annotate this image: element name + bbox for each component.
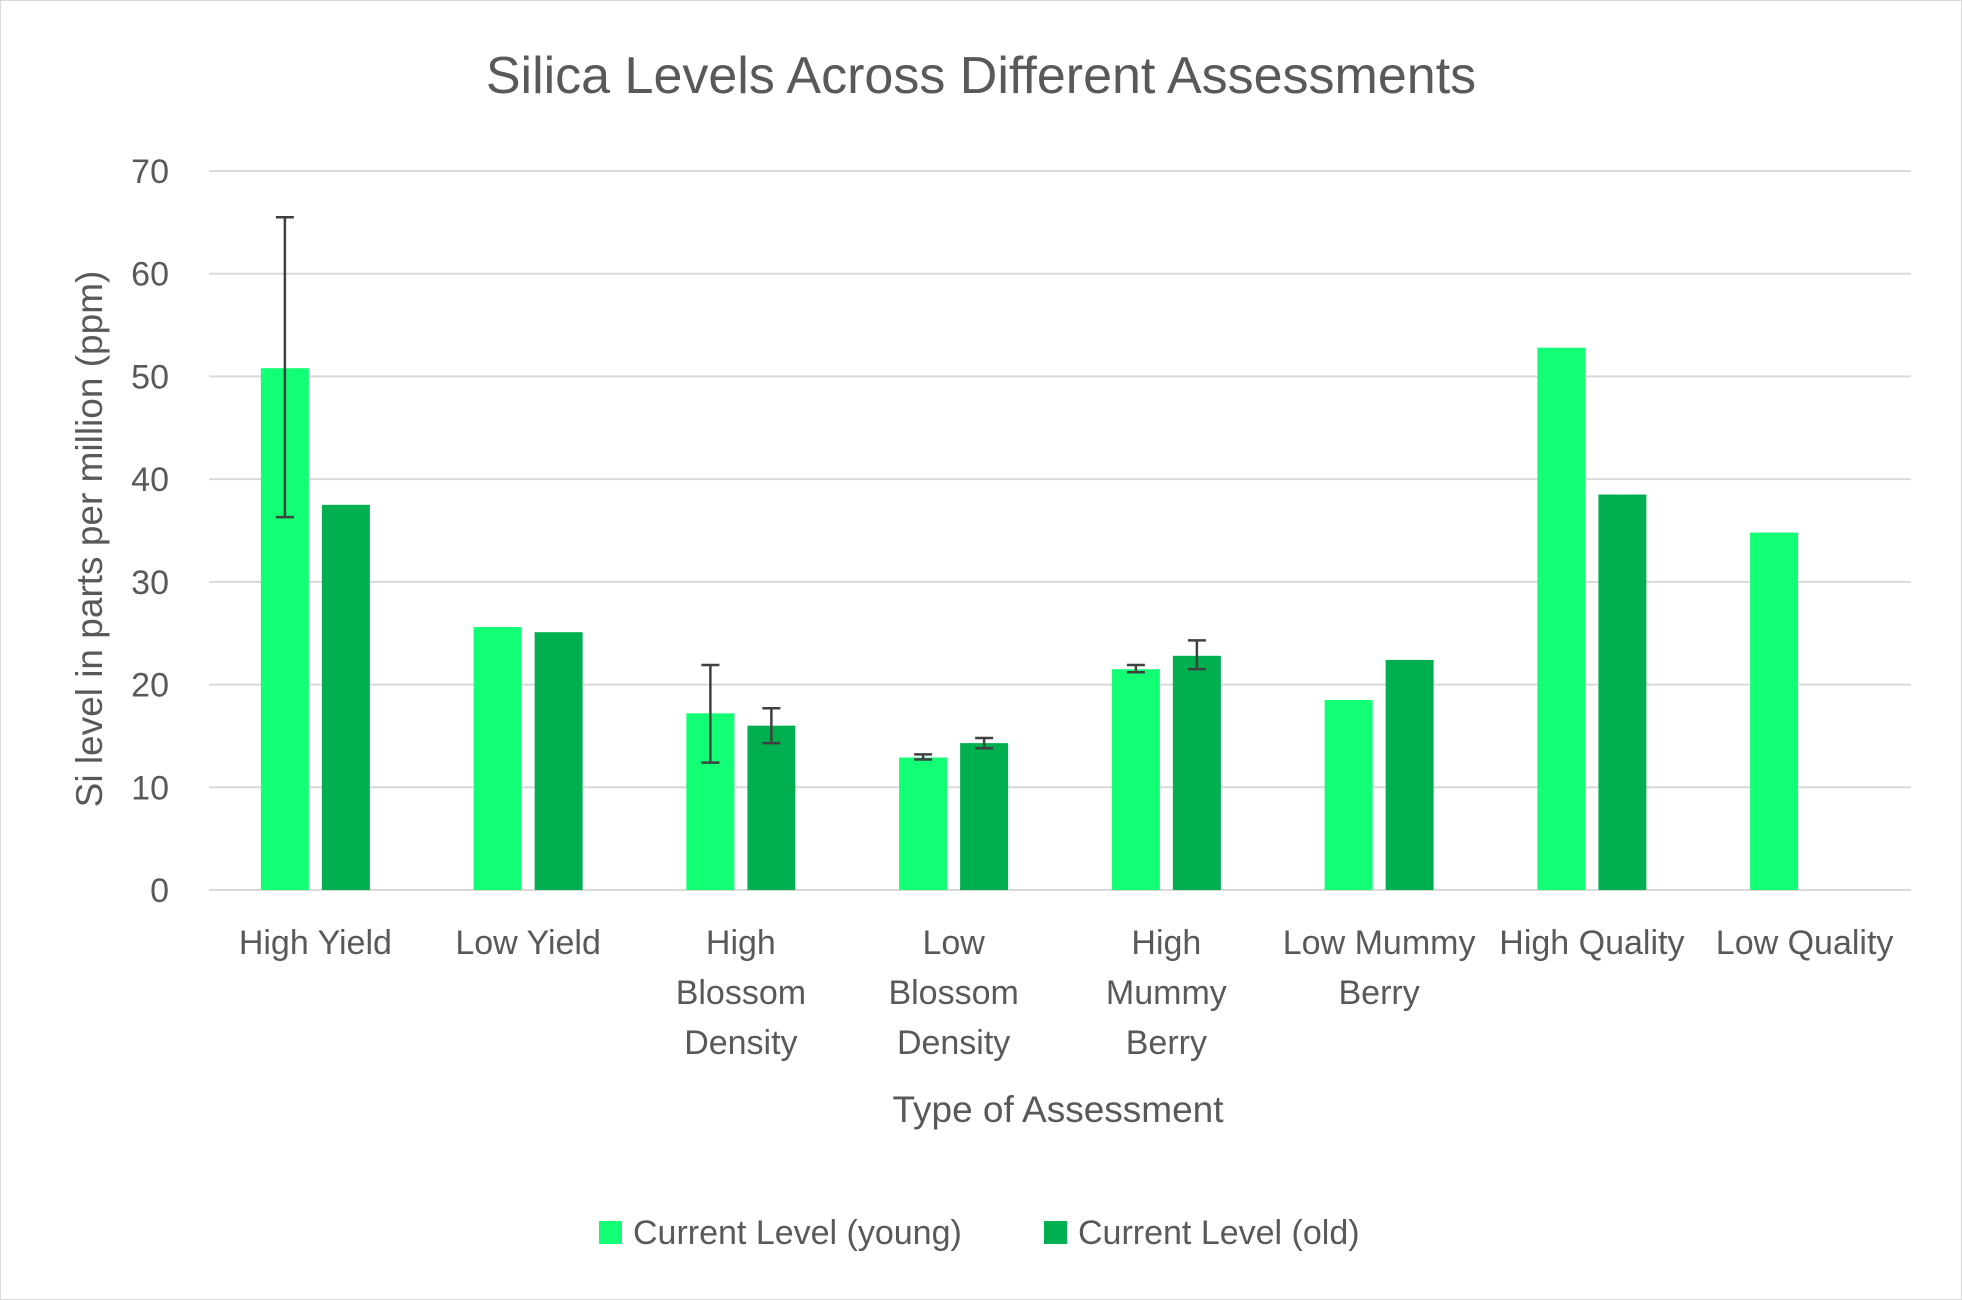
error-bar (1187, 639, 1206, 671)
x-category-label: Low Quality (1716, 924, 1894, 962)
bar (1172, 655, 1221, 890)
y-tick-label: 10 (131, 769, 169, 807)
y-tick-label: 70 (131, 153, 169, 191)
bar (1385, 659, 1434, 890)
y-tick-label: 60 (131, 256, 169, 294)
x-category-label: Low Mummy (1283, 924, 1476, 962)
x-category-label: Blossom (888, 974, 1018, 1012)
error-bar (275, 215, 294, 519)
chart-title: Silica Levels Across Different Assessmen… (486, 47, 1476, 105)
y-axis-ticks: 0 10 20 30 40 50 60 70 (131, 153, 169, 910)
error-bar (701, 663, 720, 764)
y-tick-label: 0 (150, 872, 169, 910)
y-tick-label: 30 (131, 564, 169, 602)
gridlines (209, 170, 1911, 891)
x-category-label: Low (922, 924, 985, 962)
legend-swatch (599, 1221, 622, 1244)
bar (1537, 347, 1586, 890)
x-category-label: Density (897, 1024, 1010, 1062)
legend: Current Level (young) Current Level (old) (599, 1214, 1360, 1252)
bar (960, 743, 1009, 890)
error-bars (275, 215, 1206, 764)
y-axis-title: Si level in parts per million (ppm) (69, 271, 110, 808)
x-axis-title: Type of Assessment (892, 1089, 1224, 1130)
x-category-label: Berry (1126, 1024, 1207, 1062)
bar (899, 757, 948, 890)
bars (260, 347, 1799, 890)
error-bar (914, 753, 933, 761)
bar (534, 632, 583, 890)
x-category-label: Low Yield (455, 924, 601, 962)
x-category-label: Density (684, 1024, 797, 1062)
bar (1598, 494, 1647, 890)
bar (747, 725, 796, 890)
bar (1750, 532, 1799, 890)
bar (1324, 699, 1373, 890)
y-tick-label: 40 (131, 461, 169, 499)
legend-label: Current Level (old) (1078, 1214, 1360, 1252)
error-bar (975, 736, 994, 750)
x-category-label: Mummy (1106, 974, 1227, 1012)
error-bar (1126, 663, 1145, 674)
bar (321, 504, 370, 890)
x-category-label: Berry (1339, 974, 1420, 1012)
legend-label: Current Level (young) (633, 1214, 962, 1252)
x-category-label: High (706, 924, 776, 962)
x-category-label: Blossom (676, 974, 806, 1012)
x-category-label: High Yield (239, 924, 392, 962)
legend-item: Current Level (old) (1044, 1214, 1360, 1252)
error-bar (762, 706, 781, 745)
y-tick-label: 20 (131, 667, 169, 705)
bar (1111, 669, 1160, 890)
legend-swatch (1044, 1221, 1067, 1244)
bar (473, 627, 522, 890)
x-category-label: High Quality (1499, 924, 1684, 962)
legend-item: Current Level (young) (599, 1214, 962, 1252)
y-tick-label: 50 (131, 358, 169, 396)
x-category-label: High (1131, 924, 1201, 962)
x-axis-categories: High Yield Low Yield High Blossom Density Low… (239, 924, 1894, 1062)
